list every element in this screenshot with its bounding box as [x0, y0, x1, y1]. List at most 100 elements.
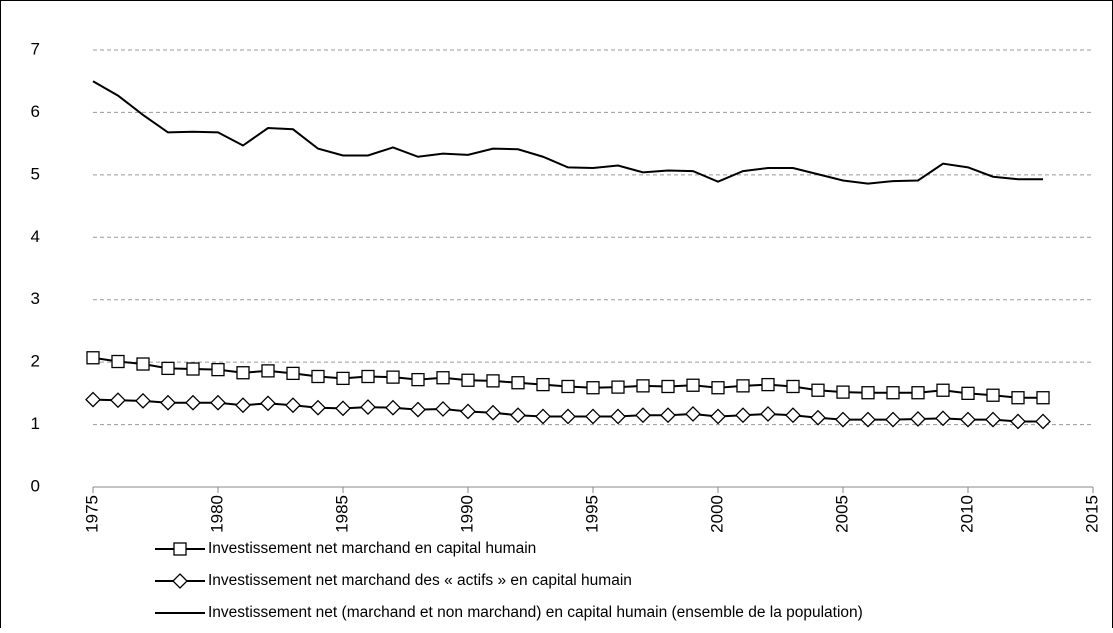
square-marker [786, 379, 800, 394]
square-marker [286, 366, 300, 381]
square-marker [511, 376, 525, 390]
diamond-marker [210, 394, 226, 411]
diamond-marker [910, 411, 926, 427]
diamond-marker [560, 408, 576, 425]
square-marker [336, 371, 350, 386]
square-marker [561, 379, 575, 394]
diamond-marker [610, 408, 626, 425]
x-tick-label: 2010 [957, 495, 976, 533]
diamond-marker [335, 400, 351, 417]
diamond-marker [435, 401, 451, 417]
diamond-marker [485, 404, 501, 421]
diamond-marker [860, 411, 876, 428]
square-marker [86, 351, 100, 365]
x-tick-label: 1975 [82, 495, 101, 533]
square-marker [936, 383, 950, 397]
square-marker [173, 542, 187, 556]
square-marker [436, 371, 450, 385]
diamond-marker [310, 399, 326, 416]
y-tick-label: 3 [31, 289, 40, 308]
square-marker [686, 378, 700, 392]
square-marker [486, 374, 500, 388]
y-tick-label: 6 [31, 102, 40, 121]
x-tick-label: 1980 [207, 495, 226, 533]
square-marker [211, 362, 225, 377]
diamond-marker [885, 411, 901, 428]
square-marker [586, 381, 600, 395]
diamond-marker [260, 395, 276, 412]
square-marker [361, 369, 375, 384]
diamond-marker [785, 407, 801, 424]
square-marker [911, 386, 925, 400]
x-tick-label: 1990 [457, 495, 476, 533]
square-marker [661, 379, 675, 394]
square-marker [536, 377, 550, 392]
diamond-marker [172, 573, 188, 589]
y-tick-label: 0 [31, 476, 40, 495]
diamond-marker [185, 394, 201, 411]
square-marker [811, 383, 825, 397]
diamond-marker [160, 394, 176, 411]
square-marker [236, 366, 250, 380]
square-marker [611, 380, 625, 394]
y-tick-label: 2 [31, 352, 40, 371]
square-marker [311, 369, 325, 384]
diamond-marker [810, 409, 826, 426]
diamond-marker [1035, 413, 1051, 430]
diamond-marker [585, 408, 601, 425]
diamond-marker [235, 397, 251, 414]
square-marker [736, 379, 750, 393]
diamond-marker [285, 397, 301, 414]
square-marker [261, 364, 275, 378]
square-marker [1011, 391, 1025, 405]
diamond-marker [385, 399, 401, 416]
diamond-marker [710, 408, 726, 425]
square-marker [386, 370, 400, 384]
square-marker [961, 386, 975, 401]
series-line [92, 80, 1043, 185]
y-tick-label: 5 [31, 164, 40, 183]
square-marker [1036, 391, 1050, 405]
square-marker [886, 386, 900, 400]
square-marker [161, 361, 175, 376]
square-marker [761, 377, 775, 392]
diamond-marker [685, 406, 701, 422]
x-tick-label: 2000 [707, 495, 726, 533]
diamond-marker [460, 403, 476, 420]
diamond-marker [85, 391, 101, 408]
diamond-marker [960, 411, 976, 428]
square-marker [711, 381, 725, 395]
x-tick-label: 1995 [582, 495, 601, 533]
diamond-marker [660, 407, 676, 424]
diamond-marker [1010, 413, 1026, 430]
diamond-marker [760, 406, 776, 422]
diamond-marker [635, 407, 651, 424]
square-marker [636, 379, 650, 393]
diamond-marker [110, 392, 126, 409]
legend-label: Investissement net (marchand et non marc… [208, 604, 863, 621]
diamond-marker [735, 407, 751, 424]
diamond-marker [985, 411, 1001, 428]
diamond-marker [410, 401, 426, 418]
legend-label: Investissement net marchand en capital h… [208, 540, 536, 557]
square-marker [461, 373, 475, 387]
square-marker [411, 372, 425, 387]
square-marker [986, 388, 1000, 402]
square-marker [836, 385, 850, 399]
square-marker [136, 357, 150, 371]
diamond-marker [935, 410, 951, 427]
x-tick-label: 1985 [332, 495, 351, 533]
legend-label: Investissement net marchand des « actifs… [208, 572, 632, 589]
diamond-marker [535, 408, 551, 425]
diamond-marker [835, 411, 851, 428]
square-marker [861, 386, 875, 400]
diamond-marker [135, 392, 151, 409]
y-tick-label: 7 [31, 39, 40, 58]
diamond-marker [360, 399, 376, 416]
x-tick-label: 2015 [1082, 495, 1101, 533]
square-marker [186, 362, 200, 376]
square-marker [111, 354, 125, 369]
diamond-marker [510, 407, 526, 424]
